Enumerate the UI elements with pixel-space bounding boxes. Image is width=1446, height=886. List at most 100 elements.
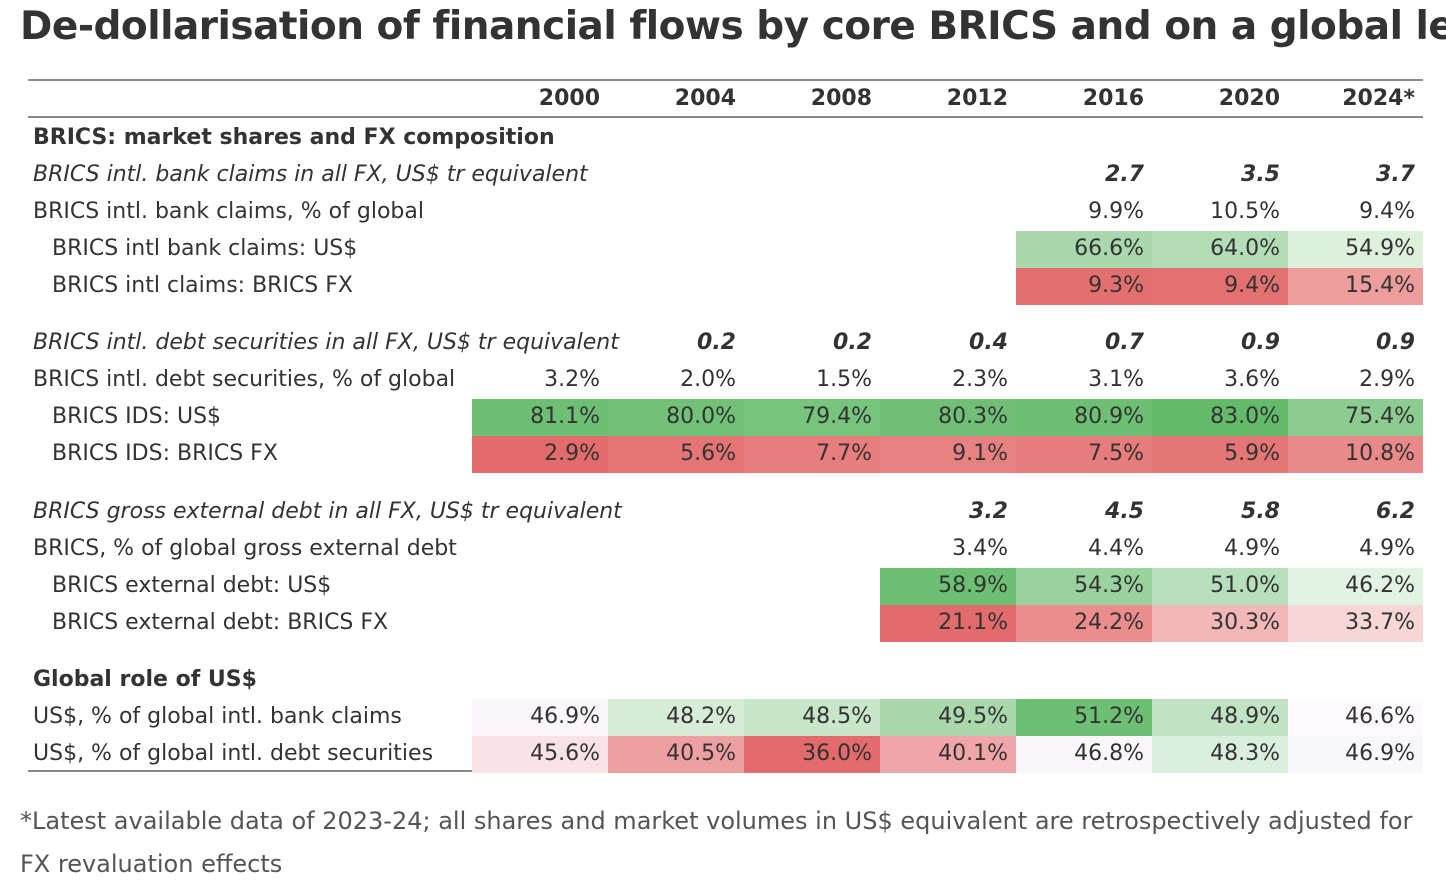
cell-value: 46.8% xyxy=(1074,741,1144,766)
column-header: 2008 xyxy=(810,86,872,111)
cell-value: 3.2 xyxy=(969,499,1008,524)
cell-value: 15.4% xyxy=(1345,273,1415,298)
cell-value: 81.1% xyxy=(530,404,600,429)
cell-value: 51.0% xyxy=(1210,573,1280,598)
column-header: 2000 xyxy=(538,86,600,111)
cell-background xyxy=(1016,699,1152,736)
cell-background xyxy=(1288,436,1423,473)
cell-background xyxy=(1152,231,1288,268)
cell-background xyxy=(880,568,1016,605)
row-label: BRICS intl. bank claims in all FX, US$ t… xyxy=(33,162,588,187)
cell-value: 54.3% xyxy=(1074,573,1144,598)
cell-value: 9.3% xyxy=(1088,273,1144,298)
cell-value: 1.5% xyxy=(816,367,872,392)
cell-background xyxy=(1152,736,1288,773)
row-label: BRICS intl. debt securities, % of global xyxy=(33,367,456,392)
cell-background xyxy=(1288,231,1423,268)
cell-value: 5.6% xyxy=(680,441,736,466)
cell-value: 2.3% xyxy=(952,367,1008,392)
row-label: BRICS IDS: US$ xyxy=(52,404,222,429)
cell-value: 66.6% xyxy=(1074,236,1144,261)
cell-value: 4.5 xyxy=(1105,499,1144,524)
cell-background xyxy=(608,436,744,473)
cell-value: 3.1% xyxy=(1088,367,1144,392)
cell-value: 48.5% xyxy=(802,704,872,729)
cell-value: 51.2% xyxy=(1074,704,1144,729)
column-header: 2020 xyxy=(1218,86,1280,111)
cell-background xyxy=(1152,268,1288,305)
cell-background xyxy=(880,605,1016,642)
cell-background xyxy=(1152,568,1288,605)
cell-background xyxy=(1016,605,1152,642)
cell-value: 46.6% xyxy=(1345,704,1415,729)
cell-background xyxy=(1288,736,1423,773)
cell-background xyxy=(1016,231,1152,268)
row-label: US$, % of global intl. bank claims xyxy=(33,704,402,729)
cell-value: 9.4% xyxy=(1224,273,1280,298)
cell-value: 24.2% xyxy=(1074,610,1144,635)
cell-value: 2.9% xyxy=(1359,367,1415,392)
column-header: 2016 xyxy=(1082,86,1144,111)
cell-background xyxy=(1152,699,1288,736)
cell-background xyxy=(1016,399,1152,436)
cell-value: 80.3% xyxy=(938,404,1008,429)
cell-background xyxy=(608,699,744,736)
cell-value: 3.2% xyxy=(544,367,600,392)
cell-value: 4.4% xyxy=(1088,536,1144,561)
cell-background xyxy=(1288,568,1423,605)
cell-value: 48.2% xyxy=(666,704,736,729)
cell-value: 46.9% xyxy=(530,704,600,729)
row-label: BRICS IDS: BRICS FX xyxy=(52,441,278,466)
row-label: BRICS gross external debt in all FX, US$… xyxy=(33,499,622,524)
cell-value: 2.9% xyxy=(544,441,600,466)
cell-value: 9.4% xyxy=(1359,199,1415,224)
cell-background xyxy=(744,736,880,773)
cell-value: 46.9% xyxy=(1345,741,1415,766)
cell-background xyxy=(1152,605,1288,642)
column-header: 2024* xyxy=(1342,86,1415,111)
cell-value: 3.4% xyxy=(952,536,1008,561)
cell-background xyxy=(1288,605,1423,642)
cell-value: 48.9% xyxy=(1210,704,1280,729)
cell-background xyxy=(472,699,608,736)
cell-value: 2.7 xyxy=(1105,162,1144,187)
cell-background xyxy=(1288,699,1423,736)
cell-value: 7.7% xyxy=(816,441,872,466)
cell-value: 21.1% xyxy=(938,610,1008,635)
cell-value: 4.9% xyxy=(1224,536,1280,561)
cell-background xyxy=(1016,268,1152,305)
chart-title: De-dollarisation of financial flows by c… xyxy=(20,4,1446,49)
header-rule xyxy=(28,116,1423,118)
top-rule xyxy=(28,79,1423,81)
cell-background xyxy=(1152,436,1288,473)
cell-value: 64.0% xyxy=(1210,236,1280,261)
cell-background xyxy=(1016,568,1152,605)
column-header: 2012 xyxy=(946,86,1008,111)
cell-background xyxy=(608,736,744,773)
row-label: BRICS external debt: US$ xyxy=(52,573,332,598)
cell-value: 36.0% xyxy=(802,741,872,766)
cell-value: 46.2% xyxy=(1345,573,1415,598)
cell-value: 45.6% xyxy=(530,741,600,766)
cell-background xyxy=(472,436,608,473)
cell-value: 40.1% xyxy=(938,741,1008,766)
cell-background xyxy=(880,736,1016,773)
cell-value: 0.7 xyxy=(1105,330,1144,355)
cell-value: 0.2 xyxy=(833,330,872,355)
row-label: BRICS, % of global gross external debt xyxy=(33,536,457,561)
row-label: Global role of US$ xyxy=(33,667,257,692)
cell-value: 6.2 xyxy=(1376,499,1415,524)
cell-value: 2.0% xyxy=(680,367,736,392)
cell-background xyxy=(744,699,880,736)
cell-value: 0.9 xyxy=(1376,330,1415,355)
cell-value: 54.9% xyxy=(1345,236,1415,261)
row-label: BRICS: market shares and FX composition xyxy=(33,125,555,150)
cell-value: 3.6% xyxy=(1224,367,1280,392)
footnote: *Latest available data of 2023-24; all s… xyxy=(20,807,1413,878)
cell-value: 49.5% xyxy=(938,704,1008,729)
cell-value: 80.0% xyxy=(666,404,736,429)
cell-background xyxy=(1288,268,1423,305)
cell-value: 9.9% xyxy=(1088,199,1144,224)
column-header: 2004 xyxy=(674,86,736,111)
cell-background xyxy=(1152,399,1288,436)
